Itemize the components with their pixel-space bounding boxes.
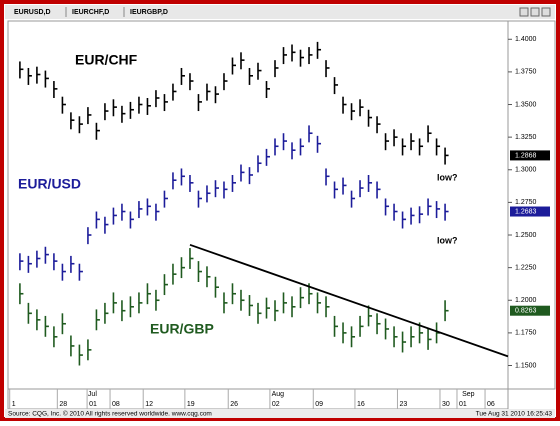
x-tick-label: 30	[442, 401, 450, 408]
month-label: Aug	[272, 391, 285, 398]
y-tick-label: 1.2750	[515, 199, 537, 206]
x-tick-label: 23	[399, 401, 407, 408]
status-bar	[5, 409, 555, 418]
tab[interactable]: EURUSD,D	[14, 9, 51, 16]
x-tick-label: 1	[12, 401, 16, 408]
x-tick-label: 09	[315, 401, 323, 408]
tab[interactable]: IEURGBP,D	[130, 9, 168, 16]
window-button[interactable]	[541, 7, 551, 17]
month-label: Sep	[462, 391, 475, 398]
x-tick-label: 08	[112, 401, 120, 408]
time-axis	[7, 388, 509, 410]
month-label: Jul	[88, 391, 97, 398]
y-tick-label: 1.3750	[515, 69, 537, 76]
last-price-box	[510, 206, 550, 217]
series-label: EUR/GBP	[150, 321, 214, 337]
y-tick-label: 1.1500	[515, 362, 537, 369]
window-button[interactable]	[530, 7, 540, 17]
x-tick-label: 01	[89, 401, 97, 408]
series-label: EUR/USD	[18, 176, 81, 192]
x-tick-label: 19	[187, 401, 195, 408]
source: Source: CQG, Inc. © 2010 All rights rese…	[8, 410, 212, 418]
x-tick-label: 28	[59, 401, 67, 408]
tab[interactable]: IEURCHF,D	[72, 9, 109, 16]
tab-bar	[5, 5, 555, 19]
last-price: 1.2868	[515, 152, 537, 159]
x-tick-label: 16	[357, 401, 365, 408]
y-tick-label: 1.4000	[515, 36, 537, 43]
last-price: 0.8263	[515, 308, 537, 315]
last-price: 1.2683	[515, 208, 537, 215]
y-tick-label: 1.3250	[515, 134, 537, 141]
price-axis	[507, 20, 556, 390]
last-price-box	[510, 150, 550, 161]
annotation: low?	[437, 235, 458, 245]
x-tick-label: 12	[145, 401, 153, 408]
x-tick-label: 01	[459, 401, 467, 408]
trend-line	[189, 243, 509, 358]
window-button[interactable]	[519, 7, 529, 17]
x-tick-label: 02	[272, 401, 280, 408]
y-tick-label: 1.2500	[515, 232, 537, 239]
y-tick-label: 1.1750	[515, 330, 537, 337]
y-tick-label: 1.2000	[515, 297, 537, 304]
timestamp: Tue Aug 31 2010 16:25:43	[476, 411, 553, 418]
annotation: low?	[437, 172, 458, 182]
x-tick-label: 26	[230, 401, 238, 408]
y-tick-label: 1.3500	[515, 101, 537, 108]
series-label: EUR/CHF	[75, 52, 138, 68]
y-tick-label: 1.2250	[515, 264, 537, 271]
y-tick-label: 1.3000	[515, 167, 537, 174]
x-tick-label: 06	[487, 401, 495, 408]
last-price-box	[510, 305, 550, 316]
